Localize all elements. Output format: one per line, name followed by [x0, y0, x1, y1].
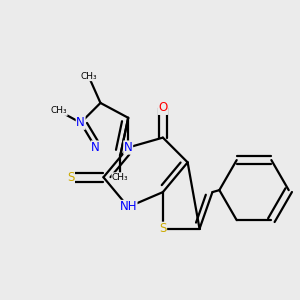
Text: N: N — [124, 141, 133, 154]
Text: NH: NH — [119, 200, 137, 214]
Text: S: S — [159, 222, 167, 235]
Text: N: N — [76, 116, 85, 129]
Text: S: S — [67, 171, 74, 184]
Text: O: O — [158, 101, 167, 114]
Text: CH₃: CH₃ — [80, 72, 97, 81]
Text: CH₃: CH₃ — [112, 173, 129, 182]
Text: N: N — [91, 141, 100, 154]
Text: CH₃: CH₃ — [50, 106, 67, 116]
